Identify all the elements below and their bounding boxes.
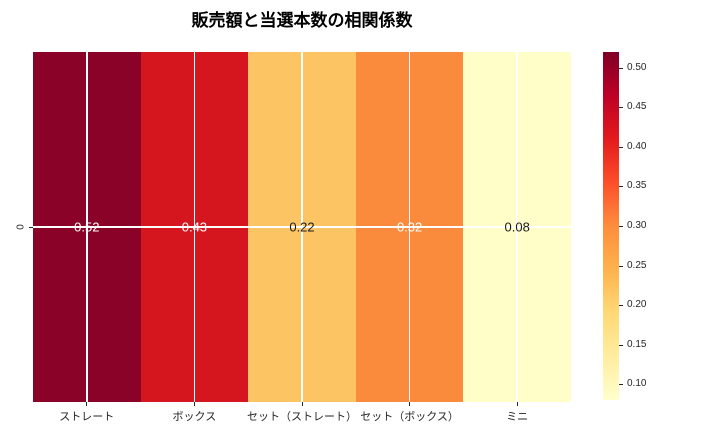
colorbar-tick: 0.20 (619, 299, 646, 311)
x-axis-tick (301, 402, 303, 406)
x-axis-tick (193, 402, 195, 406)
colorbar-tick-mark (619, 67, 623, 69)
colorbar-tick: 0.25 (619, 260, 646, 272)
colorbar-tick-label: 0.15 (627, 339, 647, 350)
colorbar-tick-mark (619, 265, 623, 267)
colorbar-tick-label: 0.10 (627, 378, 647, 389)
colorbar-tick-label: 0.20 (627, 299, 647, 310)
y-axis: 0 (0, 52, 33, 402)
colorbar-tick: 0.45 (619, 101, 646, 113)
colorbar-tick-label: 0.25 (627, 260, 647, 271)
colorbar-tick-mark (619, 185, 623, 187)
colorbar-tick-label: 0.40 (627, 141, 647, 152)
colorbar-tick: 0.10 (619, 378, 646, 390)
colorbar-tick: 0.35 (619, 180, 646, 192)
colorbar-tick-mark (619, 106, 623, 108)
chart-title: 販売額と当選本数の相関係数 (191, 11, 413, 30)
colorbar-tick-label: 0.30 (627, 220, 647, 231)
x-axis-label: セット（ストレート） (247, 411, 357, 423)
x-axis-label: ボックス (172, 411, 217, 423)
cell-value: 0.43 (181, 219, 208, 235)
x-axis-label: セット（ボックス） (360, 411, 459, 423)
y-axis-label: 0 (15, 224, 27, 230)
colorbar-tick-mark (619, 146, 623, 148)
colorbar-tick-mark (619, 225, 623, 227)
heatmap-plot-area: 0.52 0.43 0.22 0.32 0.08 (33, 52, 571, 402)
colorbar-tick-mark (619, 344, 623, 346)
cell-value: 0.32 (396, 219, 423, 235)
cell-value: 0.22 (289, 219, 315, 235)
cell-value: 0.52 (74, 219, 100, 235)
colorbar-ticks: 0.50 0.45 0.40 0.35 0.30 0.25 0.20 0.15 (619, 52, 689, 400)
gridline-horizontal (33, 226, 571, 228)
colorbar-tick-label: 0.45 (627, 101, 647, 112)
x-axis-tick (86, 402, 88, 406)
y-axis-tick (29, 226, 33, 228)
x-axis-label: ストレート (59, 411, 115, 423)
colorbar-tick-label: 0.35 (627, 180, 647, 191)
colorbar-tick-mark (619, 383, 623, 385)
x-axis-tick (409, 402, 411, 406)
x-axis-label: ミニ (506, 411, 529, 423)
colorbar-tick: 0.15 (619, 339, 646, 351)
colorbar-tick: 0.40 (619, 141, 646, 153)
colorbar-tick-mark (619, 304, 623, 306)
colorbar-tick: 0.30 (619, 220, 646, 232)
colorbar-gradient (603, 52, 619, 400)
x-axis-tick (516, 402, 518, 406)
cell-value: 0.08 (504, 219, 530, 235)
colorbar-tick: 0.50 (619, 62, 646, 74)
x-axis: ストレート ボックス セット（ストレート） セット（ボックス） ミニ (33, 402, 571, 428)
colorbar-tick-label: 0.50 (627, 62, 647, 73)
